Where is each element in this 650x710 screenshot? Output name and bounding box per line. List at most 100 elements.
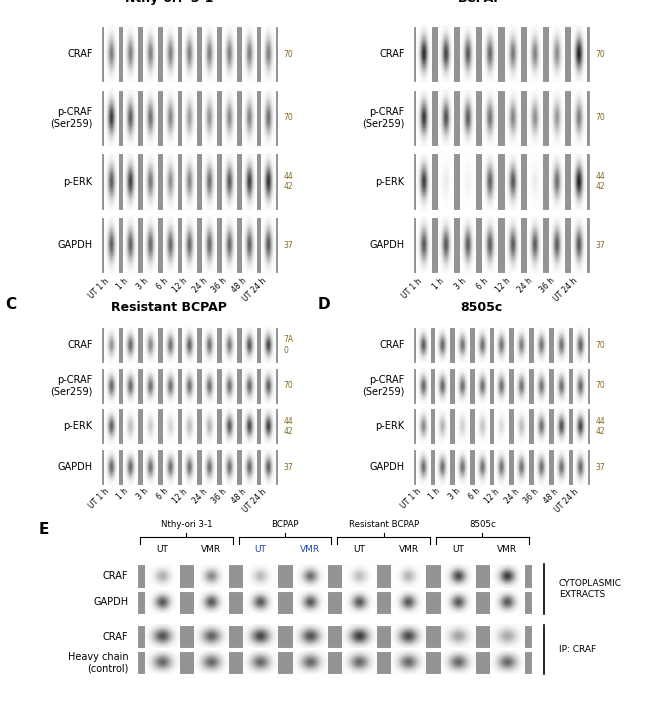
Text: 24 h: 24 h [191, 276, 209, 295]
Text: 6 h: 6 h [475, 276, 490, 291]
Bar [101, 449, 278, 485]
Text: 48 h: 48 h [230, 276, 249, 295]
Text: GAPDH: GAPDH [57, 240, 92, 251]
Text: C: C [5, 297, 16, 312]
Text: p-ERK: p-ERK [376, 422, 404, 432]
Text: 37: 37 [283, 241, 293, 250]
Bar [101, 327, 278, 363]
Text: GAPDH: GAPDH [369, 462, 404, 472]
Text: VMR: VMR [300, 545, 320, 554]
Text: 12 h: 12 h [483, 487, 502, 505]
Text: CRAF: CRAF [379, 49, 404, 59]
Text: 1 h: 1 h [116, 487, 130, 502]
Bar [137, 591, 532, 614]
Text: BCPAP: BCPAP [458, 0, 504, 6]
Text: Resistant BCPAP: Resistant BCPAP [111, 301, 227, 314]
Text: UT: UT [255, 545, 266, 554]
Text: CYTOPLASMIC
EXTRACTS: CYTOPLASMIC EXTRACTS [559, 579, 622, 599]
Text: UT: UT [452, 545, 463, 554]
Text: UT: UT [353, 545, 365, 554]
Text: 7A
0: 7A 0 [283, 335, 294, 355]
Text: p-ERK: p-ERK [64, 422, 92, 432]
Bar [101, 368, 278, 404]
Text: 48 h: 48 h [230, 487, 249, 506]
Text: 44
42: 44 42 [595, 172, 605, 191]
Text: A: A [5, 0, 17, 2]
Bar [101, 26, 278, 82]
Text: 12 h: 12 h [171, 276, 190, 295]
Text: UT 1 h: UT 1 h [399, 487, 422, 510]
Text: GAPDH: GAPDH [369, 240, 404, 251]
Text: 24 h: 24 h [517, 276, 535, 295]
Text: 48 h: 48 h [542, 487, 560, 506]
Text: UT 24 h: UT 24 h [241, 487, 268, 514]
Text: 36 h: 36 h [211, 276, 229, 295]
Bar [413, 408, 590, 444]
Text: 1 h: 1 h [116, 276, 130, 291]
Bar [137, 625, 532, 648]
Text: B: B [317, 0, 329, 2]
Text: p-CRAF
(Ser259): p-CRAF (Ser259) [50, 107, 92, 129]
Text: p-ERK: p-ERK [376, 177, 404, 187]
Text: 44
42: 44 42 [595, 417, 605, 436]
Bar [413, 368, 590, 404]
Bar [413, 217, 590, 273]
Text: 8505c: 8505c [469, 520, 496, 530]
Text: 70: 70 [283, 114, 293, 122]
Text: 44
42: 44 42 [283, 172, 293, 191]
Text: UT 24 h: UT 24 h [552, 276, 579, 304]
Text: CRAF: CRAF [67, 49, 92, 59]
Bar [413, 89, 590, 146]
Text: UT 1 h: UT 1 h [87, 487, 111, 510]
Text: VMR: VMR [201, 545, 221, 554]
Bar [101, 217, 278, 273]
Text: 37: 37 [283, 463, 293, 471]
Text: p-CRAF
(Ser259): p-CRAF (Ser259) [50, 375, 92, 396]
Text: UT 24 h: UT 24 h [241, 276, 268, 304]
Bar [101, 89, 278, 146]
Text: 70: 70 [595, 114, 605, 122]
Text: 3 h: 3 h [447, 487, 462, 502]
Text: 12 h: 12 h [171, 487, 190, 505]
Bar [137, 651, 532, 674]
Text: Resistant BCPAP: Resistant BCPAP [349, 520, 419, 530]
Text: BCPAP: BCPAP [272, 520, 299, 530]
Bar [413, 153, 590, 209]
Text: 24 h: 24 h [503, 487, 521, 506]
Text: 70: 70 [595, 341, 605, 349]
Text: UT: UT [156, 545, 168, 554]
Text: IP: CRAF: IP: CRAF [559, 645, 596, 654]
Text: E: E [38, 522, 49, 537]
Text: 6 h: 6 h [155, 276, 170, 291]
Text: 36 h: 36 h [539, 276, 557, 295]
Text: p-ERK: p-ERK [64, 177, 92, 187]
Text: 3 h: 3 h [453, 276, 468, 291]
Text: 44
42: 44 42 [283, 417, 293, 436]
Text: 37: 37 [595, 463, 605, 471]
Text: 36 h: 36 h [211, 487, 229, 506]
Bar [413, 327, 590, 363]
Text: UT 1 h: UT 1 h [87, 276, 111, 300]
Text: Nthy-ori 3-1: Nthy-ori 3-1 [161, 520, 213, 530]
Bar [101, 408, 278, 444]
Text: p-CRAF
(Ser259): p-CRAF (Ser259) [362, 375, 404, 396]
Text: 8505c: 8505c [460, 301, 502, 314]
Text: CRAF: CRAF [103, 631, 128, 642]
Text: 70: 70 [595, 381, 605, 391]
Text: 1 h: 1 h [431, 276, 446, 291]
Text: 36 h: 36 h [523, 487, 541, 506]
Text: CRAF: CRAF [103, 571, 128, 581]
Text: UT 24 h: UT 24 h [553, 487, 580, 514]
Text: 3 h: 3 h [135, 487, 150, 502]
Bar [413, 449, 590, 485]
Text: UT 1 h: UT 1 h [400, 276, 424, 300]
Bar [413, 26, 590, 82]
Text: 3 h: 3 h [135, 276, 150, 291]
Text: Nthy-ori  3-1: Nthy-ori 3-1 [125, 0, 213, 6]
Text: GAPDH: GAPDH [57, 462, 92, 472]
Text: p-CRAF
(Ser259): p-CRAF (Ser259) [362, 107, 404, 129]
Bar [137, 564, 532, 588]
Text: 6 h: 6 h [155, 487, 170, 502]
Text: CRAF: CRAF [67, 340, 92, 350]
Text: 1 h: 1 h [428, 487, 442, 502]
